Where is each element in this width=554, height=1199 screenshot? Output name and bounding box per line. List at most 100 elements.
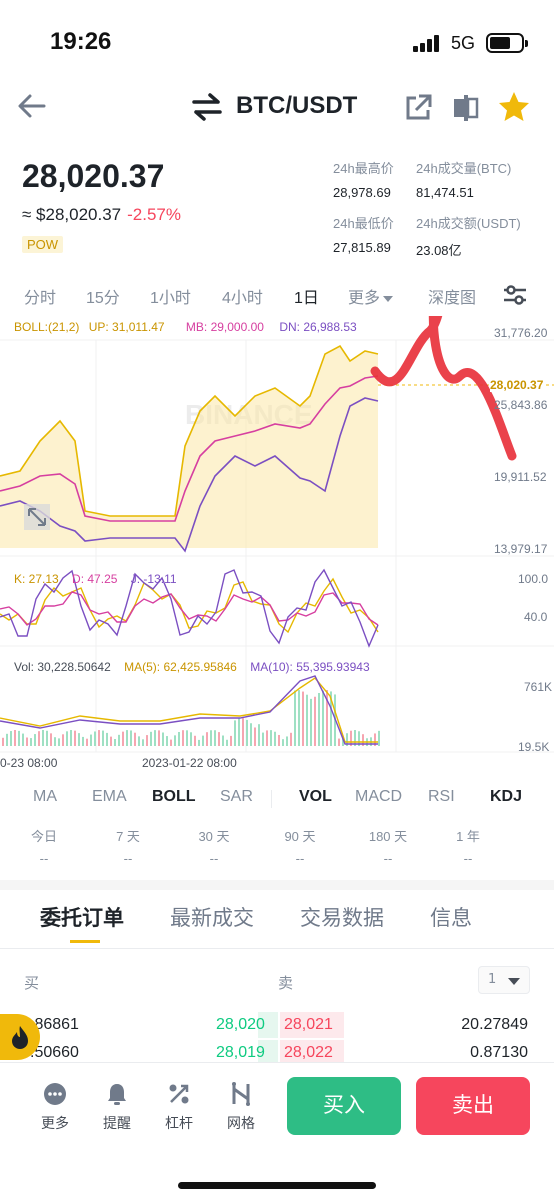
volume-bar: [42, 730, 44, 746]
volume-bar: [2, 737, 4, 746]
signal-icon: [413, 34, 443, 52]
volume-bar: [162, 732, 164, 746]
ind-tab-boll[interactable]: BOLL: [152, 788, 196, 805]
chart-settings-icon[interactable]: [502, 282, 528, 308]
vol-ma10-line: [0, 675, 378, 745]
buy-label: 买: [24, 975, 40, 992]
status-bar: 19:26 5G: [0, 0, 554, 80]
tab-orderbook[interactable]: 委托订单: [40, 907, 124, 930]
tf-1h[interactable]: 1小时: [150, 290, 191, 307]
ind-tab-ma[interactable]: MA: [33, 788, 57, 805]
volume-bar: [66, 731, 68, 746]
kdj-tick-1: 100.0: [518, 572, 549, 586]
favorite-star-icon[interactable]: [497, 90, 531, 124]
volume-bar: [198, 739, 200, 746]
layout-icon[interactable]: [450, 92, 482, 124]
volume-bar: [226, 739, 228, 746]
buy-button[interactable]: 买入: [287, 1077, 401, 1135]
volume-bars: [2, 690, 380, 746]
current-price-label: 28,020.37: [490, 378, 544, 392]
share-icon[interactable]: [402, 92, 434, 124]
tab-info[interactable]: 信息: [430, 907, 472, 930]
vol-ma5-line: [0, 677, 378, 743]
stat-low: 24h最低价 27,815.89: [333, 216, 394, 255]
volume-bar: [34, 734, 36, 746]
volume-bar: [174, 735, 176, 746]
fire-button[interactable]: [0, 1014, 40, 1060]
volume-bar: [234, 720, 236, 746]
order-tabs: 委托订单 最新成交 交易数据 信息: [0, 898, 554, 948]
orderbook-row[interactable]: .50660 28,019 28,022 0.87130: [0, 1040, 554, 1068]
volume-bar: [242, 718, 244, 746]
kdj-k-line: [0, 577, 379, 634]
back-arrow-icon[interactable]: [14, 88, 50, 124]
price-tick-4: 13,979.17: [494, 542, 548, 556]
expand-icon[interactable]: [24, 504, 50, 530]
kdj-tick-2: 40.0: [524, 610, 548, 624]
volume-bar: [90, 734, 92, 746]
volume-bar: [190, 732, 192, 746]
volume-bar: [282, 739, 284, 746]
tf-depth[interactable]: 深度图: [428, 290, 477, 307]
kline-chart[interactable]: BINANCE BOLL:(21,2) UP: 31,011.47 MB: 29…: [0, 316, 554, 776]
volume-bar: [290, 732, 292, 746]
hand-drawn-annotation: [370, 316, 517, 461]
volume-bar: [102, 730, 104, 746]
volume-bar: [110, 736, 112, 746]
volume-bar: [342, 737, 344, 746]
ind-tab-rsi[interactable]: RSI: [428, 788, 455, 805]
volume-bar: [206, 732, 208, 746]
pow-tag[interactable]: POW: [22, 236, 64, 253]
volume-bar: [134, 732, 136, 746]
tf-1d[interactable]: 1日: [294, 290, 319, 307]
volume-bar: [294, 690, 296, 746]
tf-more[interactable]: 更多: [348, 284, 394, 308]
ind-tab-macd[interactable]: MACD: [355, 788, 403, 805]
volume-bar: [238, 718, 240, 746]
price-tick-3: 19,911.52: [494, 470, 547, 484]
volume-bar: [122, 731, 124, 746]
volume-bar: [154, 730, 156, 746]
swap-icon[interactable]: [190, 92, 224, 122]
volume-bar: [74, 730, 76, 746]
tf-4h[interactable]: 4小时: [222, 290, 263, 307]
ind-tab-vol[interactable]: VOL: [299, 788, 332, 805]
volume-bar: [58, 738, 60, 746]
volume-bar: [130, 730, 132, 746]
tab-trading-data[interactable]: 交易数据: [300, 907, 384, 930]
volume-bar: [54, 737, 56, 746]
leverage-button[interactable]: 杠杆: [156, 1081, 202, 1133]
volume-bar: [114, 738, 116, 746]
tf-15m[interactable]: 15分: [86, 290, 120, 307]
volume-bar: [266, 730, 268, 746]
volume-bar: [194, 735, 196, 746]
volume-bar: [230, 735, 232, 746]
sell-button[interactable]: 卖出: [416, 1077, 530, 1135]
chevron-down-icon: [508, 978, 520, 985]
ind-tab-kdj[interactable]: KDJ: [490, 788, 523, 805]
more-button[interactable]: 更多: [32, 1081, 78, 1133]
volume-bar: [22, 733, 24, 746]
volume-bar: [286, 736, 288, 746]
fire-icon: [12, 1026, 28, 1049]
pair-title[interactable]: BTC/USDT: [236, 92, 358, 119]
depth-select[interactable]: 1: [478, 966, 530, 994]
volume-bar: [274, 731, 276, 746]
tab-trades[interactable]: 最新成交: [170, 907, 254, 930]
ind-tab-ema[interactable]: EMA: [92, 788, 127, 805]
volume-bar: [254, 727, 256, 746]
status-time: 19:26: [50, 28, 112, 55]
volume-bar: [18, 730, 20, 746]
volume-bar: [222, 735, 224, 746]
volume-bar: [210, 730, 212, 746]
volume-bar: [322, 690, 324, 746]
perf-today: 今日 --: [30, 829, 57, 866]
stat-vol-usdt: 24h成交额(USDT) 23.08亿: [416, 216, 521, 258]
orderbook-row[interactable]: .86861 28,020 28,021 20.27849: [0, 1012, 554, 1040]
tf-timeshare[interactable]: 分时: [24, 290, 57, 307]
volume-bar: [106, 732, 108, 746]
chart-canvas[interactable]: BINANCE: [0, 316, 554, 776]
grid-button[interactable]: 网格: [218, 1081, 264, 1133]
ind-tab-sar[interactable]: SAR: [220, 788, 253, 805]
alert-button[interactable]: 提醒: [94, 1081, 140, 1133]
